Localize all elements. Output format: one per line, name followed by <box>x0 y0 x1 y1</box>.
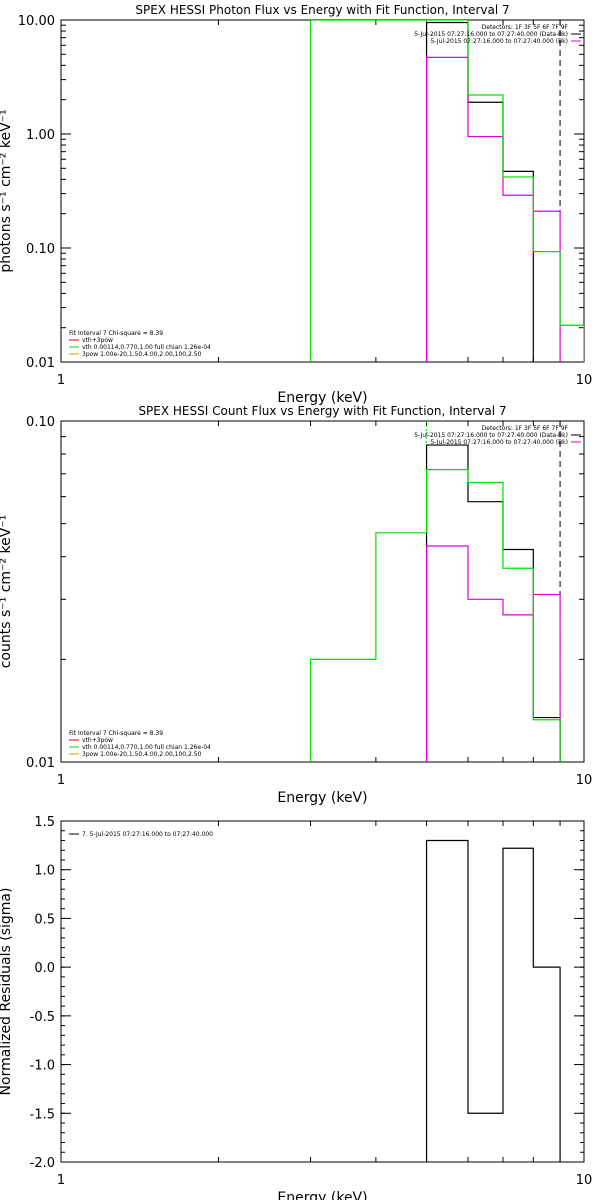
legend-entry: 5-Jul-2015 07:27:16.000 to 07:27:40.000 … <box>430 439 568 446</box>
y-tick-label: 1.5 <box>34 815 55 830</box>
legend-entry: Fit Interval 7 Chi-square = 8.39 <box>69 730 163 737</box>
x-tick-label: 1 <box>57 373 65 388</box>
y-axis-label: Normalized Residuals (sigma) <box>0 888 14 1096</box>
y-tick-label: 10.00 <box>18 14 55 29</box>
photon-flux-panel: SPEX HESSI Photon Flux vs Energy with Fi… <box>0 3 592 406</box>
y-tick-label: 1.0 <box>34 864 55 879</box>
y-axis-label: counts s⁻¹ cm⁻² keV⁻¹ <box>0 515 14 669</box>
y-tick-label: 0.01 <box>26 356 55 371</box>
y-tick-label: 0.0 <box>34 961 55 976</box>
legend-entry: Detectors: 1F 3F 5F 6F 7F 9F <box>482 425 569 432</box>
y-tick-label: 0.10 <box>26 415 55 430</box>
series-line-0 <box>425 839 561 1162</box>
legend-entry: 7. 5-Jul-2015 07:27:16.000 to 07:27:40.0… <box>82 831 213 838</box>
legend-entry: 5-Jul-2015 07:27:16.000 to 07:27:40.000 … <box>414 31 568 38</box>
y-tick-label: 0.01 <box>26 756 55 771</box>
x-axis-label: Energy (keV) <box>277 790 367 806</box>
plot-area <box>309 421 561 762</box>
y-tick-label: -1.0 <box>30 1059 55 1074</box>
plot-frame <box>60 19 585 363</box>
chart-title: SPEX HESSI Count Flux vs Energy with Fit… <box>138 404 506 418</box>
legend-entry: 3pow 1.00e-20,1.50,4.00,2.00,100,2.50 <box>82 751 202 758</box>
legend-entry: 5-Jul-2015 07:27:16.000 to 07:27:40.000 … <box>430 38 568 45</box>
x-tick-label: 1 <box>57 773 65 788</box>
y-tick-label: -2.0 <box>30 1156 55 1171</box>
series-line-2 <box>309 469 561 762</box>
x-tick-label: 10 <box>576 1173 593 1188</box>
x-axis-label: Energy (keV) <box>277 1190 367 1200</box>
x-tick-label: 10 <box>576 373 593 388</box>
legend-entry: vth+3pow <box>82 737 113 744</box>
plot-frame <box>60 420 585 763</box>
series-line-1 <box>425 545 561 762</box>
residuals-panel: 1.5 1.0 0.5 0.0 -0.5 -1.0 -1.5 -2.01 10 Energy (k… <box>0 815 593 1204</box>
count-flux-panel: SPEX HESSI Count Flux vs Energy with Fit… <box>0 404 592 806</box>
legend-entry: vth+3pow <box>82 337 113 344</box>
series-line-1 <box>425 56 561 362</box>
series-line-0 <box>425 444 561 762</box>
legend-entry: vth 0.00114,0.770,1.00 full chian 1.26e-… <box>82 744 211 751</box>
plot-area <box>425 839 561 1162</box>
plot-area <box>309 20 584 362</box>
legend-entry: 5-Jul-2015 07:27:16.000 to 07:27:40.000 … <box>414 432 568 439</box>
y-tick-label: 0.5 <box>34 912 55 927</box>
legend-entry: Fit Interval 7 Chi-square = 8.39 <box>69 330 163 337</box>
x-tick-label: 10 <box>576 773 593 788</box>
y-tick-label: -1.5 <box>30 1107 55 1122</box>
y-tick-label: 0.10 <box>26 242 55 257</box>
chart-title: SPEX HESSI Photon Flux vs Energy with Fi… <box>135 3 509 17</box>
series-line-2 <box>309 20 584 362</box>
y-tick-label: 1.00 <box>26 128 55 143</box>
x-tick-label: 1 <box>57 1173 65 1188</box>
legend-entry: vth 0.00114,0.770,1.00 full chian 1.26e-… <box>82 344 211 351</box>
series-line-0 <box>425 21 534 362</box>
legend-entry: 3pow 1.00e-20,1.50,4.00,2.00,100,2.50 <box>82 351 202 358</box>
legend-entry: Detectors: 1F 3F 5F 6F 7F 9F <box>482 24 569 31</box>
y-axis-label: photons s⁻¹ cm⁻² keV⁻¹ <box>0 109 14 272</box>
y-tick-label: -0.5 <box>30 1010 55 1025</box>
plot-frame <box>60 820 585 1163</box>
x-axis-label: Energy (keV) <box>277 390 367 406</box>
